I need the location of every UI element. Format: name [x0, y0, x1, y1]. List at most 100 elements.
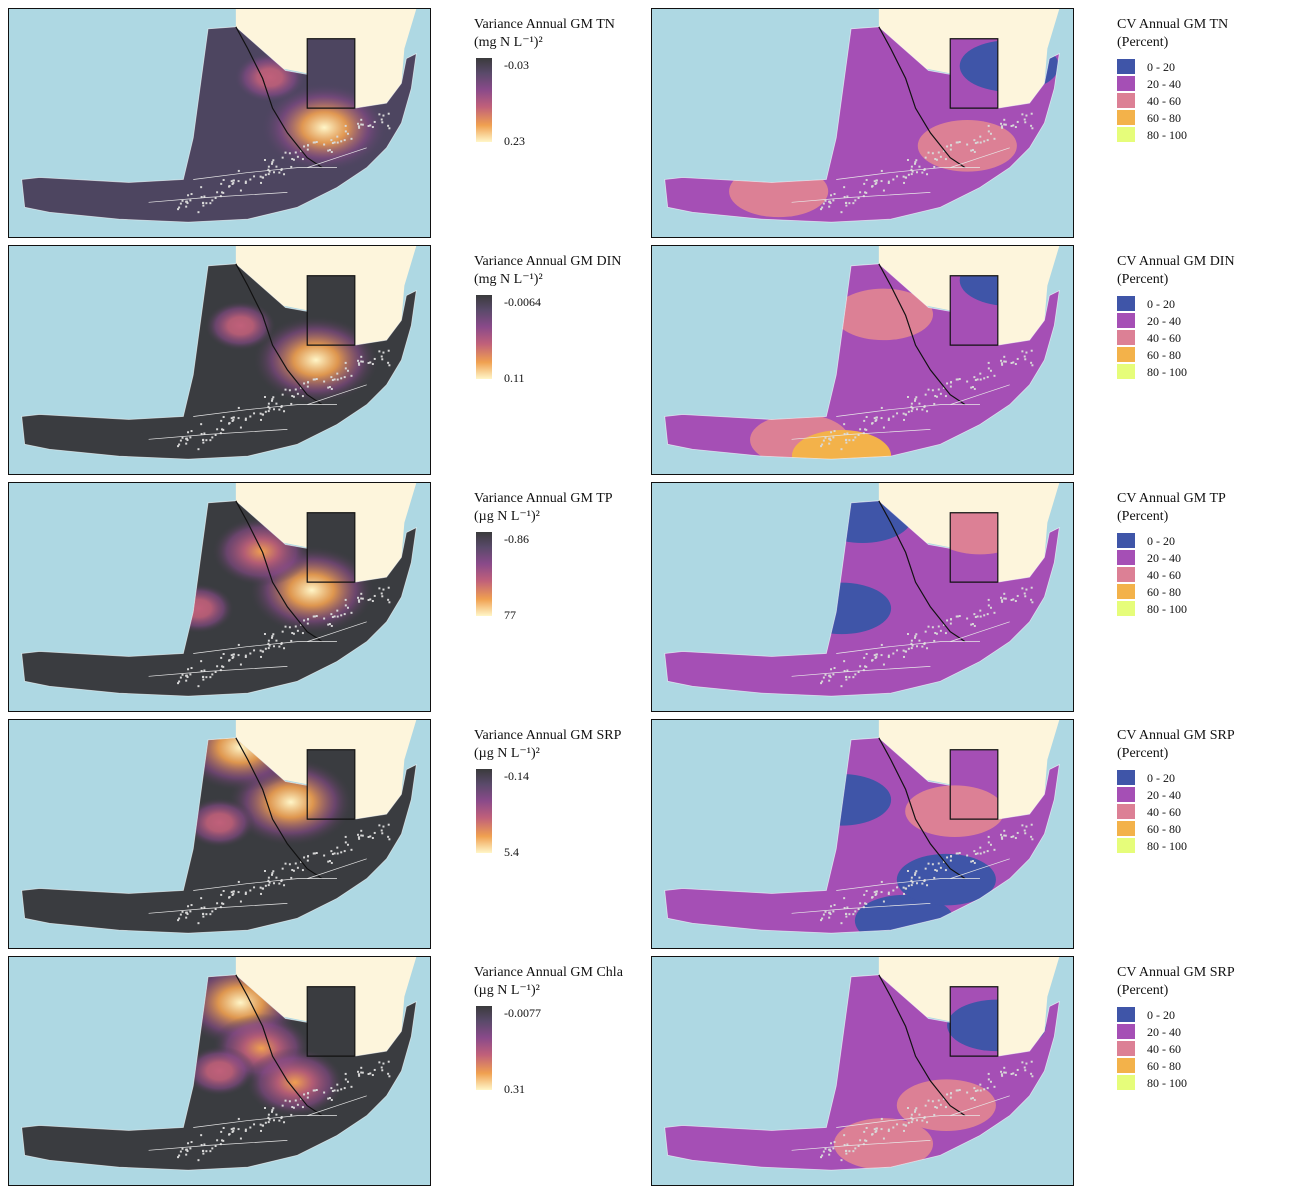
variance-legend: Variance Annual GM DIN (mg N L⁻¹)² -0.0064… [474, 253, 621, 385]
island-speck [219, 669, 222, 672]
zone-boundary-line [148, 1140, 288, 1151]
island-speck [186, 1150, 189, 1153]
island-speck [278, 171, 281, 174]
island-speck [301, 395, 304, 398]
island-speck [924, 1104, 927, 1107]
island-speck [330, 150, 333, 153]
cv-legend-swatch [1117, 313, 1135, 328]
park-boundary-line [878, 500, 966, 643]
island-speck [292, 869, 295, 872]
island-speck [281, 630, 284, 633]
island-speck [971, 386, 974, 389]
island-speck [346, 369, 349, 372]
island-speck [1023, 592, 1026, 595]
island-speck [259, 175, 262, 178]
island-speck [926, 647, 929, 650]
island-speck [350, 374, 353, 377]
variance-legend-unit: (µg N L⁻¹)² [474, 746, 540, 761]
island-speck [956, 852, 959, 855]
island-speck [220, 656, 223, 659]
island-speck [1001, 1074, 1004, 1077]
island-speck [201, 913, 204, 916]
island-speck [307, 855, 310, 858]
island-speck [382, 1062, 385, 1065]
island-speck [846, 195, 849, 198]
island-speck [244, 417, 247, 420]
cv-legend-label: 0 - 20 [1147, 1008, 1175, 1022]
island-speck [336, 852, 339, 855]
island-speck [848, 913, 851, 916]
island-speck [887, 1129, 890, 1132]
island-speck [312, 852, 315, 855]
island-speck [220, 419, 223, 422]
island-speck [829, 439, 832, 442]
island-speck [270, 636, 273, 639]
variance-map [8, 482, 431, 712]
island-speck [222, 1126, 225, 1129]
island-speck [903, 181, 906, 184]
island-speck [264, 1121, 267, 1124]
island-speck [200, 1144, 203, 1146]
island-speck [896, 412, 899, 415]
island-speck [921, 1119, 924, 1122]
island-speck [214, 197, 217, 199]
island-speck [911, 881, 914, 884]
island-speck [237, 406, 240, 409]
island-speck [927, 625, 930, 628]
variance-map [8, 956, 431, 1186]
zone-boundary-line [836, 641, 980, 654]
zone-boundary-line [950, 384, 1010, 405]
island-speck [230, 1128, 233, 1131]
island-speck [179, 1150, 182, 1153]
island-speck [343, 139, 346, 142]
variance-legend: Variance Annual GM SRP (µg N L⁻¹)² -0.14 5.… [474, 727, 621, 859]
island-speck [267, 1121, 270, 1124]
island-speck [253, 1123, 256, 1126]
island-speck [187, 431, 190, 434]
island-speck [189, 1147, 192, 1150]
island-speck [924, 393, 927, 396]
variance-ramp-min-label: 0.11 [504, 371, 525, 385]
island-speck [987, 598, 990, 601]
variance-ramp-max-label: -0.0064 [504, 295, 541, 309]
island-speck [973, 850, 976, 853]
island-speck [271, 161, 274, 164]
island-speck [200, 433, 203, 435]
cv-legend-label: 60 - 80 [1147, 111, 1181, 125]
island-speck [933, 1113, 936, 1116]
island-speck [284, 388, 287, 391]
cv-class-patch [896, 853, 996, 906]
cv-class-patch [896, 1079, 996, 1131]
island-speck [973, 387, 976, 390]
island-speck [921, 882, 924, 885]
island-speck [887, 180, 890, 183]
variance-map [8, 719, 431, 949]
island-speck [288, 863, 291, 866]
island-speck [249, 1126, 252, 1129]
island-speck [958, 1089, 961, 1092]
variance-map-canvas [9, 483, 430, 711]
cv-legend-label: 20 - 40 [1147, 551, 1181, 565]
island-speck [1012, 361, 1015, 364]
island-speck [328, 623, 331, 626]
island-speck [986, 139, 989, 142]
island-speck [315, 852, 318, 855]
island-speck [205, 1150, 208, 1153]
island-speck [381, 595, 384, 598]
island-speck [828, 442, 831, 445]
island-speck [268, 170, 271, 173]
island-speck [292, 632, 295, 635]
island-speck [294, 1099, 297, 1102]
island-speck [976, 852, 979, 855]
island-speck [273, 645, 275, 648]
island-speck [874, 894, 877, 896]
inland-boundary [949, 986, 999, 1057]
island-speck [1031, 1075, 1034, 1078]
cv-map [651, 482, 1074, 712]
island-speck [946, 145, 949, 148]
island-speck [820, 445, 823, 448]
island-speck [290, 165, 293, 168]
island-speck [828, 679, 831, 682]
island-speck [200, 186, 203, 189]
zone-boundary-line [950, 147, 1010, 168]
